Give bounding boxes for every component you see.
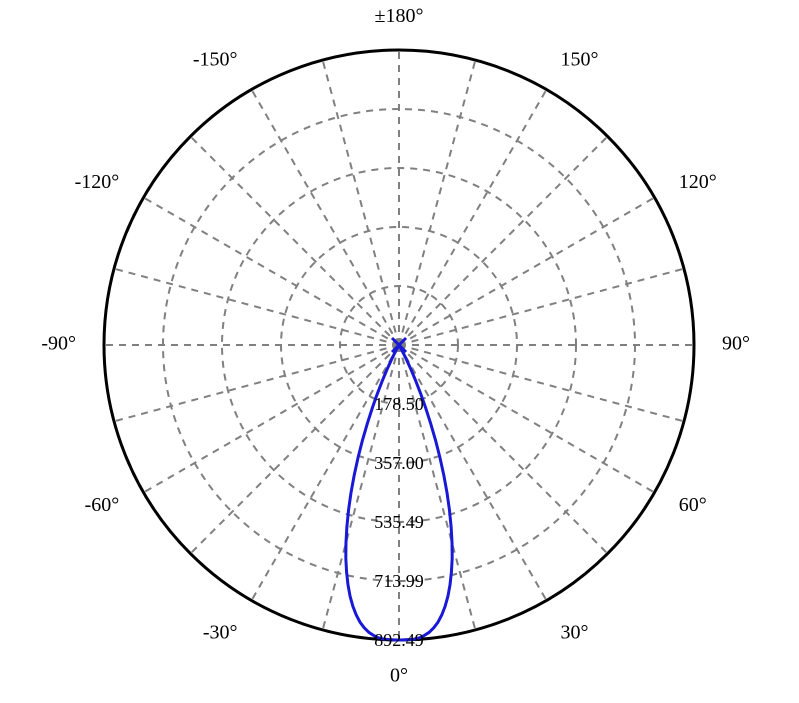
angle-label: -90° <box>41 333 76 355</box>
angle-label: 0° <box>390 665 408 687</box>
angle-label: 150° <box>561 48 599 70</box>
angle-label: -120° <box>75 171 120 193</box>
angle-label: -150° <box>193 48 238 70</box>
angle-label: ±180° <box>375 5 424 27</box>
angle-label: 60° <box>679 494 707 516</box>
radial-value-label: 892.49 <box>374 630 424 650</box>
polar-chart: 178.50 357.00 535.49 713.99 892.49 ±180° 150° 1… <box>0 0 799 703</box>
radial-value-label: 713.99 <box>374 571 424 591</box>
angle-label: 120° <box>679 171 717 193</box>
radial-value-label: 357.00 <box>374 453 424 473</box>
angle-label: 90° <box>722 333 750 355</box>
angle-label: -30° <box>203 621 238 643</box>
radial-value-label: 178.50 <box>374 394 424 414</box>
radial-value-label: 535.49 <box>374 512 424 532</box>
angle-label: 30° <box>561 621 589 643</box>
angle-label: -60° <box>85 494 120 516</box>
